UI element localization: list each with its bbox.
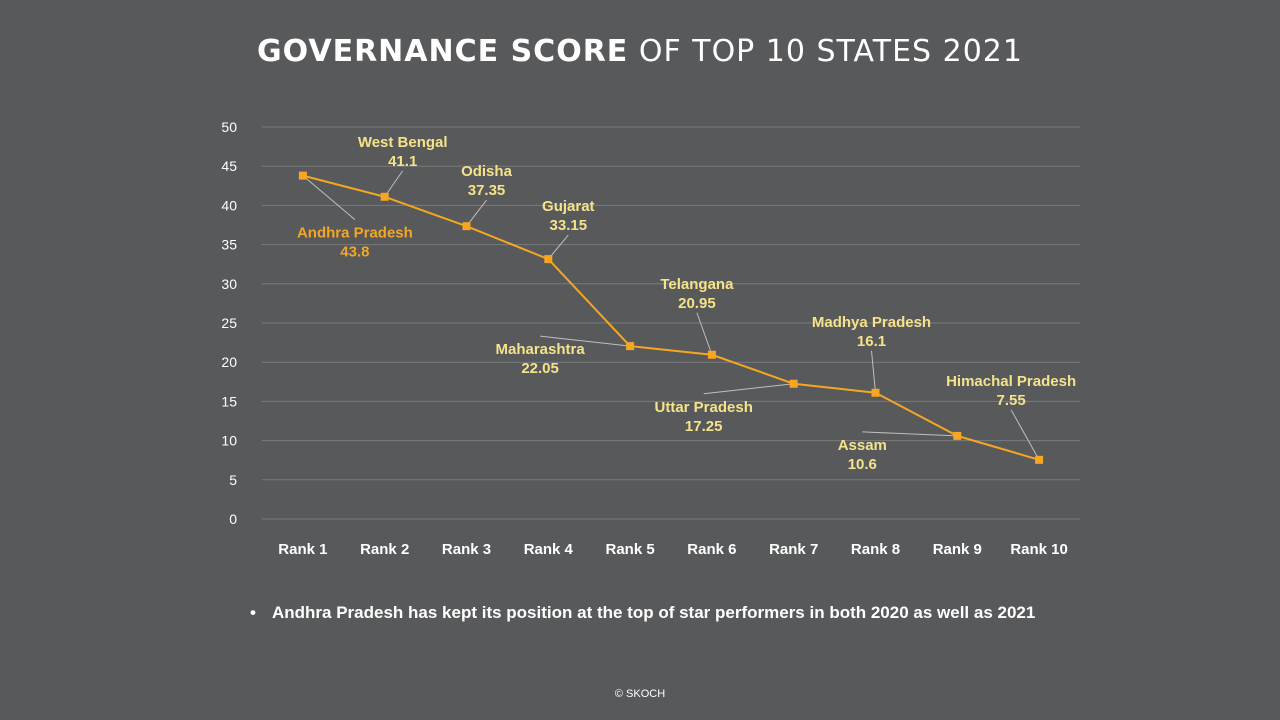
state-label: Gujarat	[542, 198, 595, 215]
value-label: 17.25	[685, 418, 723, 435]
x-axis-ticks: Rank 1 Rank 2 Rank 3 Rank 4 Rank 5 Rank 6 Rank…	[278, 541, 1068, 558]
state-label: Odisha	[461, 163, 513, 180]
x-tick-label: Rank 1	[278, 541, 327, 558]
value-label: 7.55	[996, 392, 1025, 409]
label-leader-lines	[302, 170, 1040, 461]
x-tick-label: Rank 9	[933, 541, 982, 558]
value-label: 41.1	[388, 153, 417, 170]
grid-lines	[262, 126, 1080, 520]
leader-line	[466, 199, 487, 227]
value-label: 20.95	[678, 295, 716, 312]
data-point	[544, 255, 553, 264]
bullet-note: • Andhra Pradesh has kept its position at…	[250, 603, 1035, 623]
leader-line	[302, 175, 356, 220]
x-tick-label: Rank 5	[605, 541, 654, 558]
y-tick-label: 35	[221, 237, 237, 253]
data-point	[1035, 455, 1044, 464]
chart-title: GOVERNANCE SCORE OF TOP 10 STATES 2021	[0, 34, 1280, 69]
state-label: Assam	[838, 437, 887, 454]
y-tick-label: 20	[221, 354, 237, 370]
y-tick-label: 40	[221, 197, 237, 213]
x-tick-label: Rank 7	[769, 541, 818, 558]
x-tick-label: Rank 4	[524, 541, 574, 558]
state-label: Uttar Pradesh	[655, 399, 753, 416]
x-tick-label: Rank 2	[360, 541, 409, 558]
chart-title-bold: GOVERNANCE SCORE	[257, 34, 629, 69]
y-tick-label: 25	[221, 315, 237, 331]
state-label: Maharashtra	[495, 341, 585, 358]
y-tick-label: 45	[221, 158, 237, 174]
bullet-text: Andhra Pradesh has kept its position at …	[272, 603, 1036, 622]
data-labels: Andhra Pradesh 43.8 West Bengal 41.1 Odisha 3…	[297, 134, 1076, 473]
y-tick-label: 5	[229, 472, 237, 488]
y-tick-label: 50	[221, 119, 237, 135]
leader-line	[703, 383, 794, 395]
leader-line	[871, 350, 876, 393]
copyright-footer: © SKOCH	[614, 688, 666, 700]
state-label: Himachal Pradesh	[946, 373, 1076, 390]
data-point	[298, 171, 307, 180]
x-tick-label: Rank 3	[442, 541, 491, 558]
leader-line	[696, 312, 713, 355]
leader-line	[862, 431, 958, 437]
data-point	[707, 350, 716, 359]
chart-title-light: OF TOP 10 STATES 2021	[628, 34, 1023, 69]
data-point	[789, 379, 798, 388]
value-label: 22.05	[521, 360, 559, 377]
y-tick-label: 10	[221, 433, 237, 449]
data-point	[953, 431, 962, 440]
y-axis-ticks: 0 5 10 15 20 25 30 35 40 45 50	[221, 119, 237, 527]
bullet-symbol: •	[250, 603, 256, 622]
value-label: 33.15	[550, 217, 588, 234]
y-tick-label: 15	[221, 393, 237, 409]
state-label: Andhra Pradesh	[297, 225, 413, 242]
state-label: Madhya Pradesh	[812, 314, 931, 331]
data-point	[626, 342, 635, 351]
leader-line	[1010, 409, 1040, 461]
data-markers	[298, 171, 1044, 464]
data-point	[462, 222, 471, 231]
x-tick-label: Rank 6	[687, 541, 736, 558]
leader-line	[540, 335, 631, 347]
data-point	[871, 388, 880, 397]
state-label: Telangana	[660, 276, 734, 293]
value-label: 37.35	[468, 182, 506, 199]
value-label: 16.1	[857, 333, 886, 350]
state-label: West Bengal	[358, 134, 448, 151]
series-line	[302, 174, 1040, 461]
y-tick-label: 0	[229, 511, 237, 527]
value-label: 43.8	[340, 244, 369, 261]
value-label: 10.6	[848, 456, 877, 473]
x-tick-label: Rank 10	[1010, 541, 1068, 558]
y-tick-label: 30	[221, 276, 237, 292]
leader-line	[384, 170, 404, 198]
x-tick-label: Rank 8	[851, 541, 900, 558]
data-point	[380, 192, 389, 201]
